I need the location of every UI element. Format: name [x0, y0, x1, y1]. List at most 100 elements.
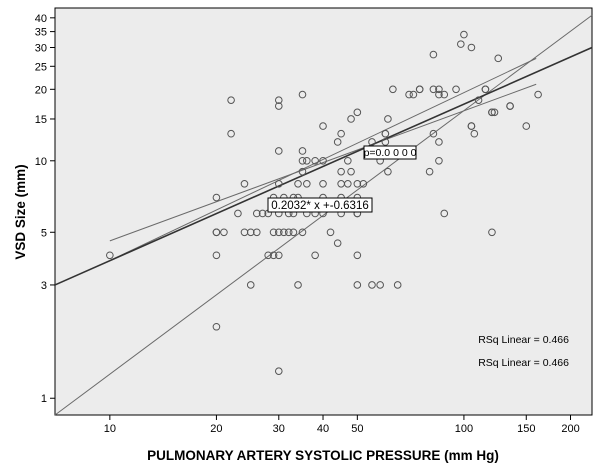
data-point — [246, 228, 255, 237]
data-point — [319, 122, 327, 130]
data-point — [435, 156, 443, 165]
x-tick-label: 40 — [317, 423, 329, 435]
data-point — [311, 251, 319, 260]
data-point — [425, 167, 434, 176]
y-tick-label: 15 — [35, 114, 47, 126]
data-point — [435, 138, 443, 146]
data-point — [522, 122, 531, 130]
x-axis-title: PULMONARY ARTERY SYSTOLIC PRESSURE (mm H… — [147, 448, 499, 463]
data-point — [319, 156, 327, 165]
data-point — [381, 129, 390, 138]
y-tick-label: 25 — [35, 61, 47, 73]
data-point — [274, 228, 283, 237]
data-point — [457, 40, 465, 48]
x-tick-label: 200 — [561, 423, 579, 435]
data-point — [376, 281, 384, 289]
data-point — [389, 85, 397, 94]
data-point — [494, 54, 503, 63]
data-point — [284, 228, 293, 237]
data-point — [347, 167, 355, 176]
y-tick-label: 5 — [41, 227, 47, 239]
data-point — [481, 85, 490, 94]
data-point — [368, 281, 376, 289]
data-point — [474, 96, 483, 104]
data-point — [252, 228, 261, 237]
data-point — [298, 228, 307, 237]
data-point — [298, 90, 307, 99]
data-point — [405, 90, 413, 99]
x-tick-label: 10 — [104, 423, 116, 435]
fit-equation-box: 0.2032* x +-0.6316 — [267, 197, 373, 213]
data-point — [274, 96, 283, 104]
data-point — [333, 138, 342, 146]
data-point — [269, 228, 278, 237]
data-point — [429, 50, 438, 59]
data-point — [212, 228, 221, 237]
data-point — [106, 251, 114, 260]
data-point — [269, 251, 278, 260]
data-point — [280, 228, 288, 237]
data-point — [415, 85, 424, 94]
data-point — [353, 251, 362, 260]
data-point — [303, 156, 311, 165]
data-point — [534, 90, 542, 99]
data-point — [384, 167, 392, 176]
data-point — [353, 180, 362, 188]
rsq-label-2: RSq Linear = 0.466 — [478, 357, 569, 369]
y-tick-label: 30 — [35, 42, 47, 54]
data-point — [274, 180, 283, 188]
data-point — [488, 108, 496, 117]
data-point — [368, 138, 376, 146]
data-point — [353, 108, 362, 117]
data-point — [435, 85, 443, 94]
data-point — [467, 43, 476, 52]
rsq-label-1: RSq Linear = 0.466 — [478, 334, 569, 346]
fit-equation-frame — [267, 197, 373, 213]
data-point — [294, 180, 302, 188]
fit-line-group — [54, 46, 593, 286]
data-point — [409, 90, 418, 99]
data-point — [227, 129, 235, 138]
data-point — [460, 30, 468, 39]
data-point — [440, 209, 449, 218]
data-point — [303, 180, 311, 188]
p-value-frame — [363, 145, 417, 160]
regression-line — [54, 46, 593, 286]
data-point — [344, 156, 352, 165]
data-point — [274, 367, 283, 375]
data-point — [264, 251, 272, 260]
data-point — [359, 180, 368, 188]
p-value-box: p=0.0 0 0 0 — [363, 145, 417, 160]
data-point — [212, 251, 221, 260]
data-point — [353, 281, 362, 289]
data-point — [289, 228, 298, 237]
data-point — [347, 115, 355, 123]
data-point — [337, 167, 345, 176]
data-point — [234, 209, 242, 218]
data-point — [506, 102, 514, 110]
data-point — [274, 251, 283, 260]
data-point — [258, 209, 267, 218]
ci-line-1 — [109, 83, 537, 242]
data-point — [488, 228, 496, 237]
data-point — [470, 129, 479, 138]
data-point — [337, 129, 345, 138]
confidence-lines — [54, 14, 593, 416]
data-point — [440, 90, 449, 99]
data-point — [298, 167, 307, 176]
data-point — [326, 228, 335, 237]
y-tick-label: 3 — [41, 280, 47, 292]
fit-equation-label: 0.2032* x +-0.6316 — [271, 200, 369, 212]
data-point — [467, 122, 476, 130]
data-point — [384, 115, 392, 123]
data-point — [490, 108, 499, 117]
data-point — [294, 281, 302, 289]
data-point — [274, 102, 283, 110]
data-point — [246, 281, 255, 289]
data-point — [381, 138, 390, 146]
x-axis-ticks: 10 20 30 40 50 100 150 200 — [104, 415, 580, 435]
p-value-label: p=0.0 0 0 0 — [364, 147, 417, 159]
data-point — [220, 228, 228, 237]
